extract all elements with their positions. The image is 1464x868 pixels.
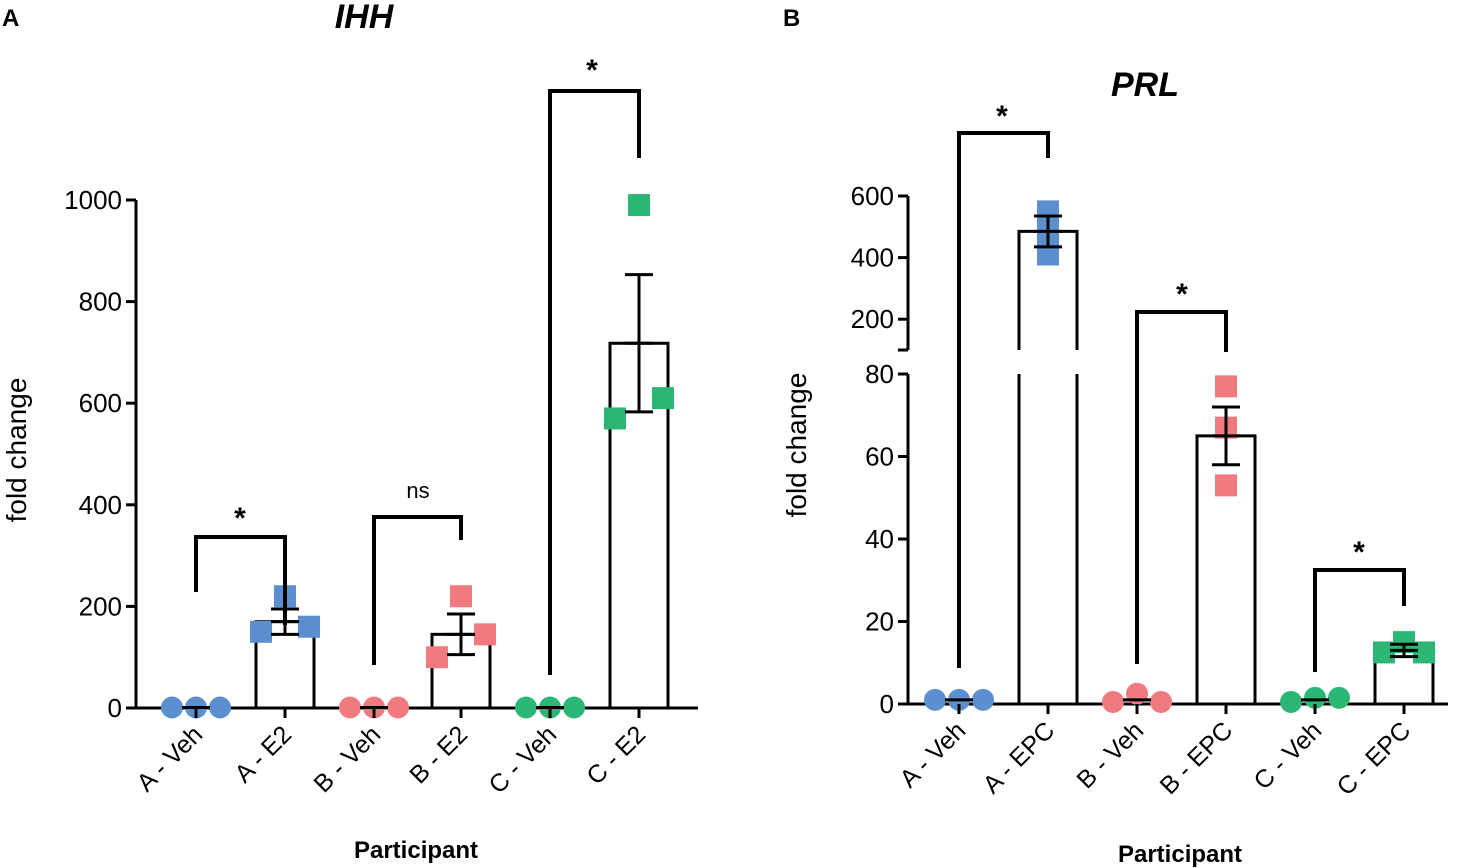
x-tick-label: B - Veh: [1071, 716, 1149, 794]
x-tick-label: A - E2: [229, 720, 297, 788]
y-tick-label: 20: [865, 607, 894, 637]
significance-bracket: [372, 515, 463, 665]
data-point: [1328, 686, 1350, 709]
significance-bracket: [548, 89, 641, 675]
x-tick-label: C - Veh: [483, 720, 562, 799]
bar-lower-segment: [1017, 374, 1079, 704]
data-point: [1413, 641, 1435, 664]
y-axis-label: fold change: [781, 373, 812, 518]
x-tick-label: C - E2: [581, 720, 651, 790]
significance-bracket: [1313, 568, 1406, 672]
chart-title: IHH: [335, 0, 395, 36]
bar: [1195, 434, 1257, 706]
x-tick-label: B - EPC: [1155, 716, 1239, 800]
y-tick-label: 60: [865, 442, 894, 472]
significance-label: *: [586, 54, 598, 87]
significance-bracket: [194, 535, 287, 625]
data-point: [1304, 686, 1326, 709]
y-tick-label: 400: [79, 490, 122, 520]
data-point: [604, 407, 626, 430]
data-point: [1280, 690, 1302, 713]
data-point: [298, 615, 320, 638]
x-axis-label: Participant: [354, 837, 478, 864]
significance-label: *: [996, 100, 1008, 133]
y-axis-label: fold change: [1, 378, 32, 523]
data-point: [339, 696, 361, 719]
x-tick-label: A - Veh: [894, 716, 971, 793]
x-tick-label: A - Veh: [131, 720, 208, 797]
y-tick-label: 400: [851, 243, 894, 273]
data-point: [1215, 375, 1237, 398]
data-point: [450, 585, 472, 608]
data-point: [387, 696, 409, 719]
data-point: [924, 688, 946, 711]
data-point: [161, 696, 183, 719]
data-point: [1393, 631, 1415, 654]
y-tick-label: 200: [79, 591, 122, 621]
x-tick-label: B - E2: [404, 720, 473, 789]
chart-ihh: IHH fold change Participant 0 200 400 600 80…: [1, 0, 698, 864]
y-tick-label: 200: [851, 304, 894, 334]
significance-label: *: [1176, 278, 1188, 311]
significance-bracket: [1135, 310, 1228, 664]
significance-label: *: [234, 502, 246, 535]
significance-label: ns: [406, 478, 429, 503]
data-point: [515, 696, 537, 719]
x-tick-label: C - Veh: [1248, 716, 1327, 795]
data-point: [652, 387, 674, 410]
panel-letter-a: A: [2, 5, 19, 32]
x-tick-label: B - Veh: [308, 720, 386, 798]
y-tick-label: 0: [880, 689, 894, 719]
data-point: [1373, 641, 1395, 664]
data-point: [628, 194, 650, 217]
significance-bracket: [957, 131, 1050, 668]
data-point: [1037, 243, 1059, 266]
data-point: [1215, 474, 1237, 497]
x-axis-label: Participant: [1118, 841, 1242, 868]
data-point: [1102, 690, 1124, 713]
significance-label: *: [1353, 536, 1365, 569]
y-tick-label: 800: [79, 287, 122, 317]
x-tick-label: A - EPC: [978, 716, 1061, 799]
y-tick-label: 600: [851, 181, 894, 211]
data-point: [1126, 682, 1148, 705]
data-point: [1150, 690, 1172, 713]
panel-letter-b: B: [783, 5, 800, 32]
data-point: [563, 696, 585, 719]
data-point: [426, 646, 448, 669]
y-tick-label: 80: [865, 359, 894, 389]
y-tick-label: 600: [79, 388, 122, 418]
data-point: [250, 620, 272, 643]
x-tick-label: C - EPC: [1332, 716, 1417, 801]
data-point: [972, 688, 994, 711]
chart-title: PRL: [1111, 66, 1179, 104]
y-tick-label: 40: [865, 524, 894, 554]
data-point: [474, 623, 496, 646]
data-point: [209, 696, 231, 719]
y-tick-label: 0: [108, 693, 122, 723]
chart-prl: PRL fold change Participant 0 20 40 60 80 200…: [781, 66, 1448, 868]
y-tick-label: 1000: [64, 185, 122, 215]
